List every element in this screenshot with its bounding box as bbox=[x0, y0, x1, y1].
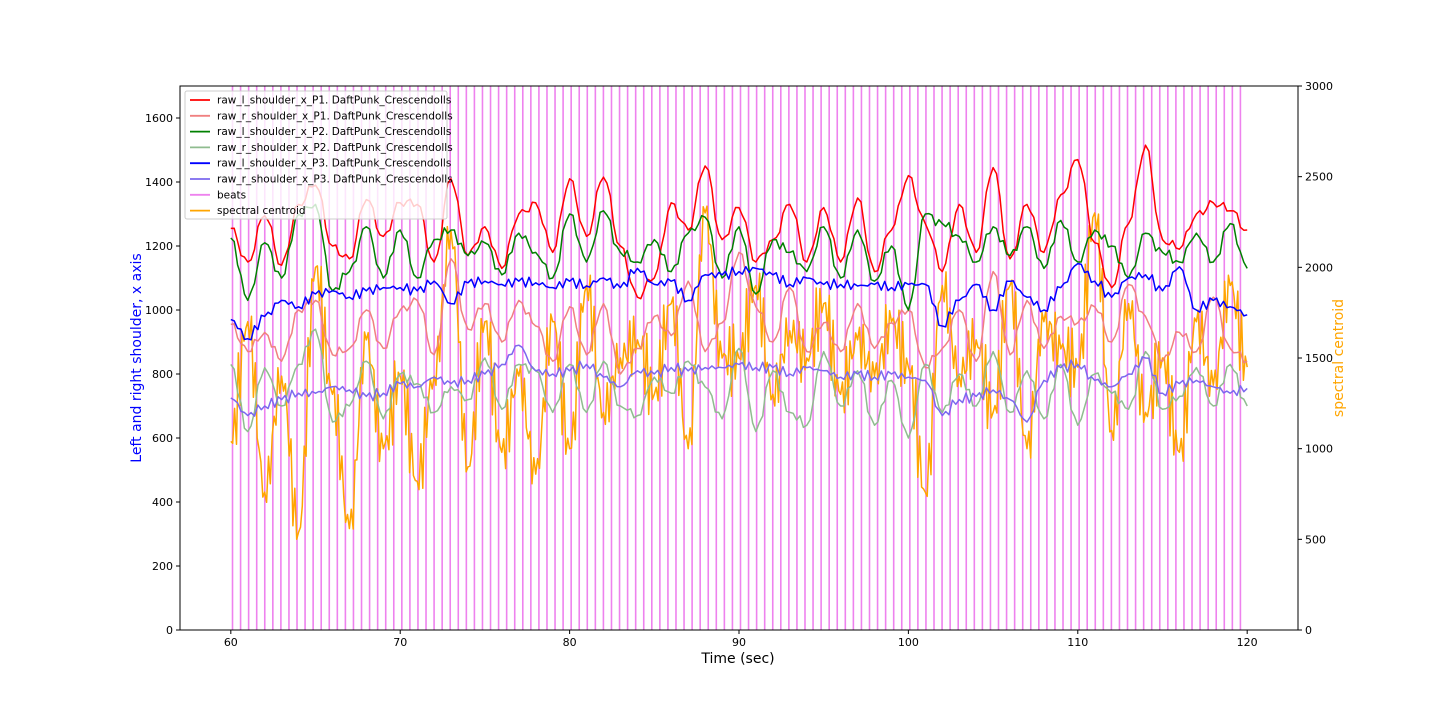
y-tick-label-right: 3000 bbox=[1305, 80, 1333, 93]
x-tick-label: 60 bbox=[224, 636, 238, 649]
y-tick-label-right: 500 bbox=[1305, 533, 1326, 546]
x-tick-label: 110 bbox=[1067, 636, 1088, 649]
legend-box bbox=[184, 90, 448, 220]
y-tick-label-left: 1000 bbox=[145, 304, 173, 317]
x-tick-label: 70 bbox=[393, 636, 407, 649]
y-tick-label-right: 2000 bbox=[1305, 261, 1333, 274]
y-tick-label-right: 0 bbox=[1305, 624, 1312, 637]
y-tick-label-left: 800 bbox=[152, 368, 173, 381]
series-line bbox=[230, 262, 1248, 341]
legend-label: raw_r_shoulder_x_P3. DaftPunk_Crescendol… bbox=[217, 174, 453, 186]
y-axis-title-left: Left and right shoulder, x axis bbox=[129, 253, 145, 462]
y-tick-label-right: 2500 bbox=[1305, 171, 1333, 184]
x-axis-title: Time (sec) bbox=[700, 651, 774, 667]
y-tick-label-left: 1600 bbox=[145, 112, 173, 125]
y-tick-label-left: 400 bbox=[152, 496, 173, 509]
x-tick-label: 90 bbox=[732, 636, 746, 649]
x-axis: 60 70 80 90 100 110 120 bbox=[224, 630, 1258, 649]
x-tick-label: 120 bbox=[1237, 636, 1258, 649]
series-layer bbox=[230, 144, 1248, 541]
x-tick-label: 80 bbox=[563, 636, 577, 649]
y-tick-label-left: 0 bbox=[166, 624, 173, 637]
y-tick-label-left: 1200 bbox=[145, 240, 173, 253]
legend-label: beats bbox=[217, 189, 246, 201]
legend-label: raw_r_shoulder_x_P1. DaftPunk_Crescendol… bbox=[217, 110, 453, 122]
series-line bbox=[230, 203, 1248, 311]
series-line bbox=[230, 328, 1248, 439]
legend-label: raw_l_shoulder_x_P3. DaftPunk_Crescendol… bbox=[217, 158, 451, 170]
series-line bbox=[230, 205, 1248, 541]
legend-label: raw_r_shoulder_x_P2. DaftPunk_Crescendol… bbox=[217, 142, 453, 154]
legend-label: spectral centroid bbox=[217, 205, 306, 217]
y-tick-label-left: 200 bbox=[152, 560, 173, 573]
series-line bbox=[230, 344, 1248, 423]
series-line bbox=[230, 251, 1248, 375]
y-axis-title-right: spectral centroid bbox=[1331, 299, 1347, 417]
x-tick-label: 100 bbox=[898, 636, 919, 649]
legend-label: raw_l_shoulder_x_P2. DaftPunk_Crescendol… bbox=[217, 126, 451, 138]
y-tick-label-right: 1500 bbox=[1305, 352, 1333, 365]
legend-label: raw_l_shoulder_x_P1. DaftPunk_Crescendol… bbox=[217, 95, 451, 107]
y-tick-label-left: 600 bbox=[152, 432, 173, 445]
legend: raw_l_shoulder_x_P1. DaftPunk_Crescendol… bbox=[184, 90, 453, 220]
y-axis-left: 0 200 400 600 800 1000 1200 1400 1600 bbox=[145, 112, 180, 637]
y-axis-right: 0 500 1000 1500 2000 2500 3000 bbox=[1298, 80, 1333, 637]
y-tick-label-left: 1400 bbox=[145, 176, 173, 189]
y-tick-label-right: 1000 bbox=[1305, 443, 1333, 456]
